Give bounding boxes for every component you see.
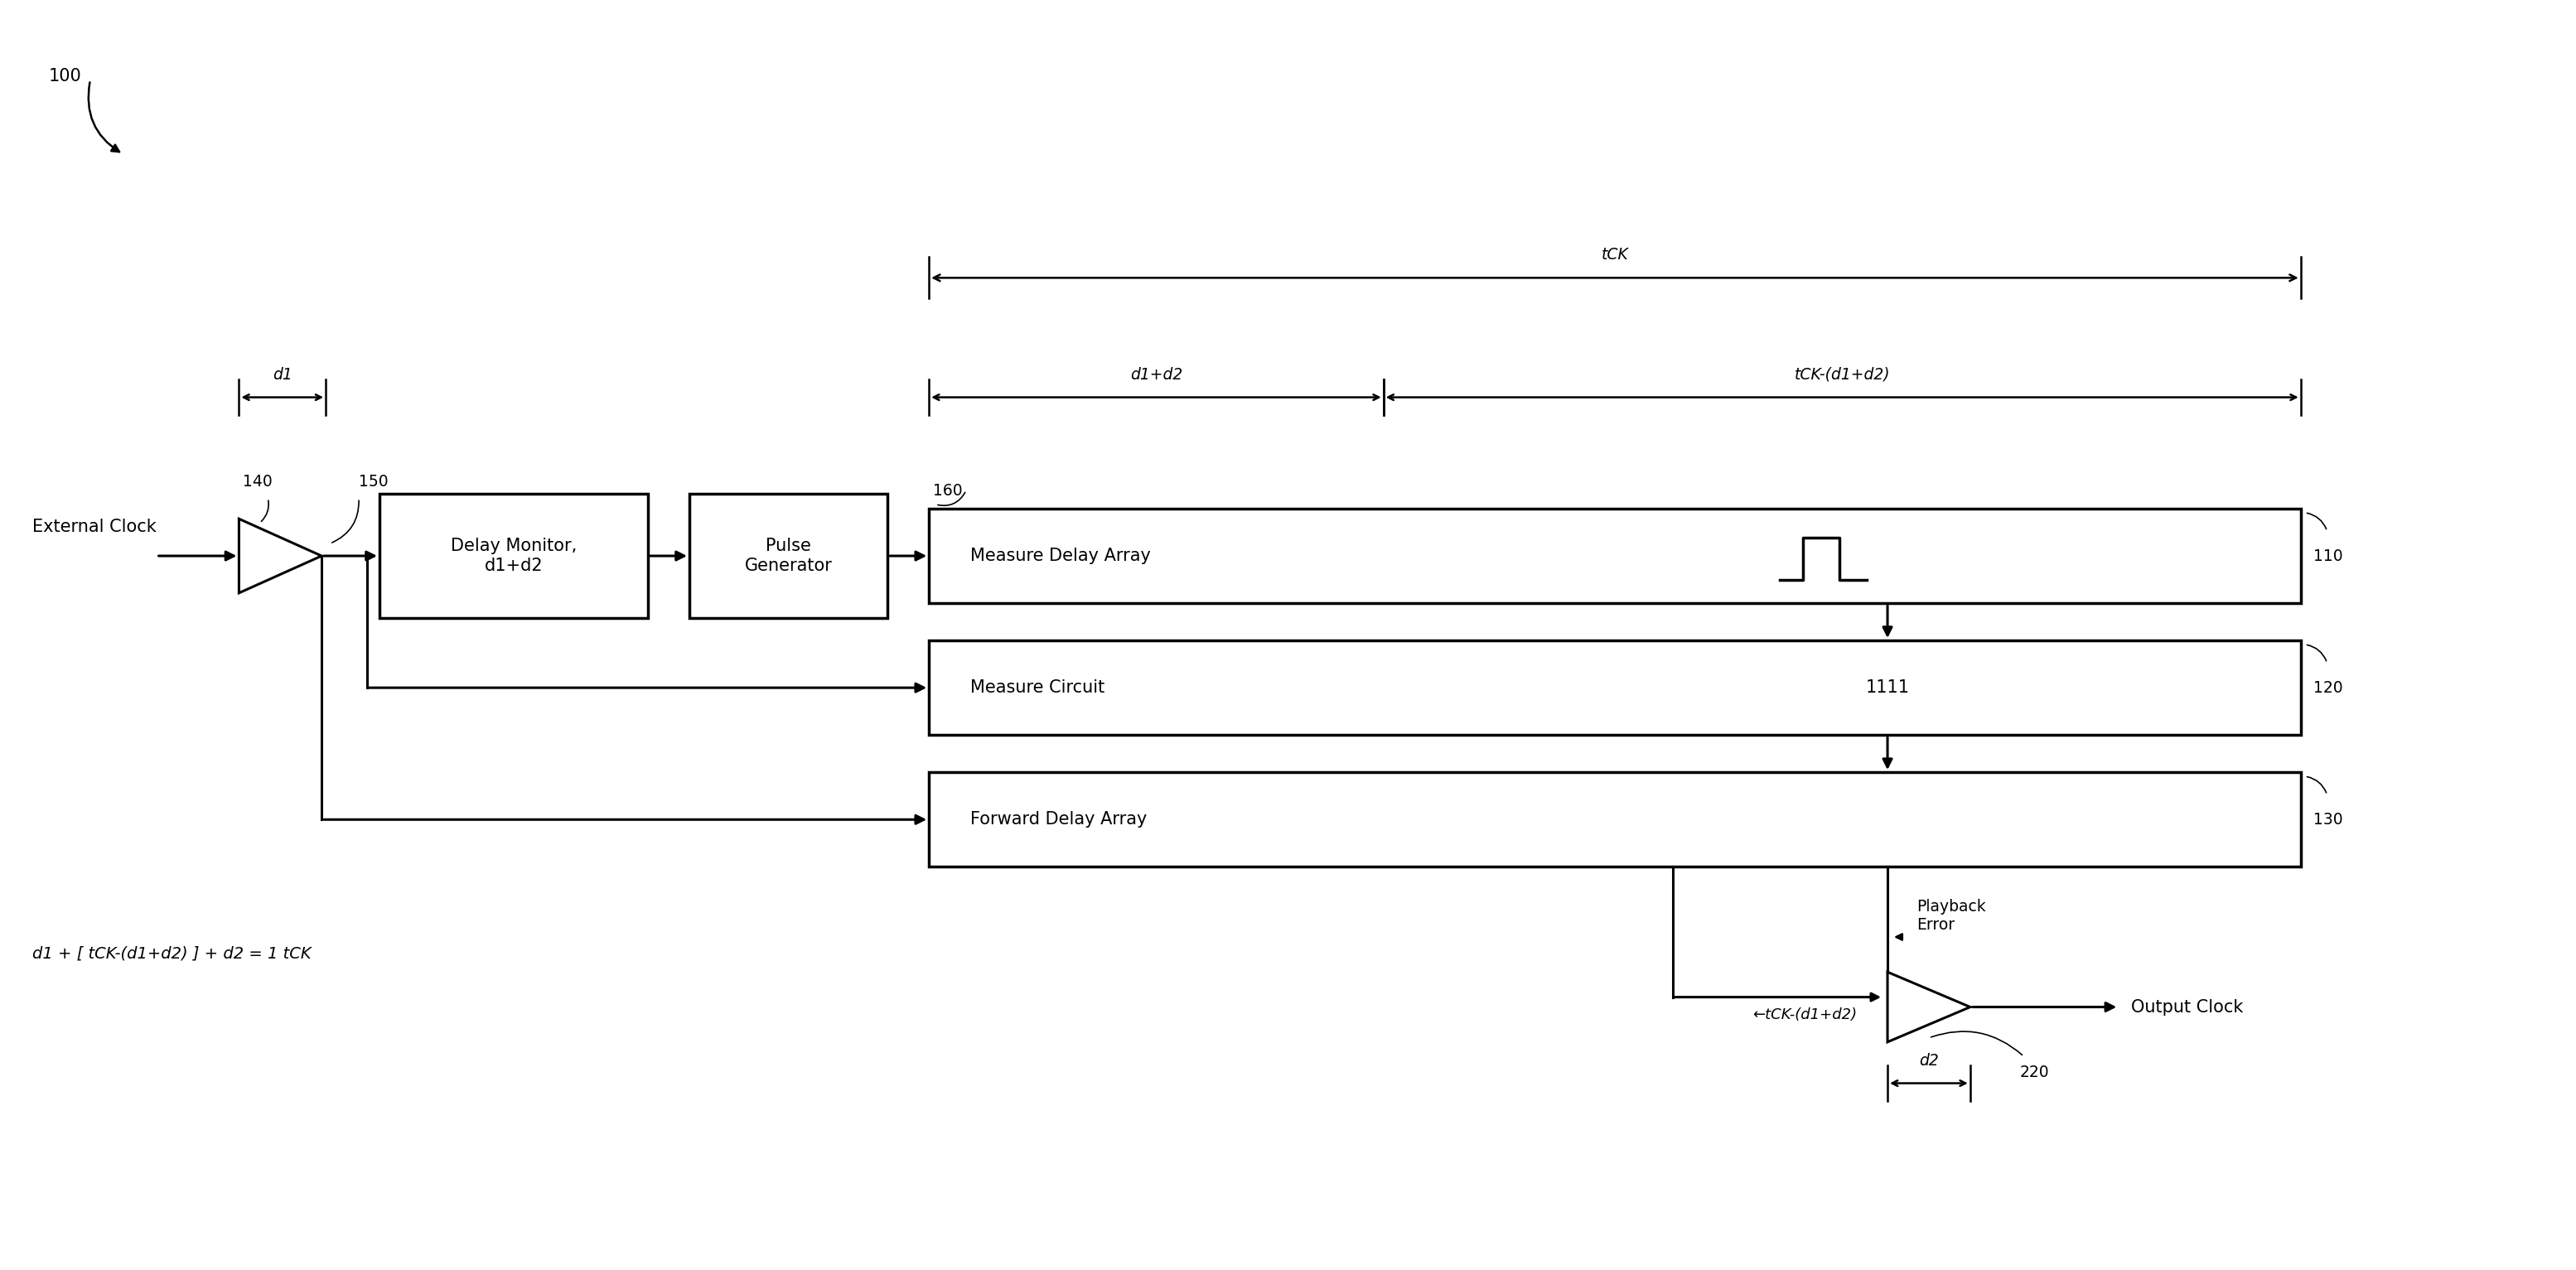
Text: tCK-(d1+d2): tCK-(d1+d2) <box>1793 367 1891 382</box>
Text: 150: 150 <box>358 474 389 490</box>
Text: 100: 100 <box>49 67 82 84</box>
Text: 1111: 1111 <box>1865 679 1909 696</box>
Bar <box>379 494 649 617</box>
Text: ←tCK-(d1+d2): ←tCK-(d1+d2) <box>1752 1007 1857 1022</box>
Text: Measure Circuit: Measure Circuit <box>971 679 1105 696</box>
Text: d1+d2: d1+d2 <box>1131 367 1182 382</box>
Text: 220: 220 <box>2020 1064 2050 1081</box>
Bar <box>930 640 2300 735</box>
Text: Pulse
Generator: Pulse Generator <box>744 538 832 574</box>
Text: Output Clock: Output Clock <box>2130 998 2244 1015</box>
Text: 160: 160 <box>933 483 963 499</box>
Text: d1: d1 <box>273 367 291 382</box>
Polygon shape <box>240 519 322 593</box>
Bar <box>930 772 2300 867</box>
Text: Measure Delay Array: Measure Delay Array <box>971 547 1151 564</box>
Text: tCK: tCK <box>1602 248 1628 263</box>
Bar <box>930 508 2300 603</box>
Text: 140: 140 <box>242 474 273 490</box>
Bar <box>690 494 889 617</box>
Text: External Clock: External Clock <box>33 518 157 536</box>
Text: 130: 130 <box>2313 812 2342 828</box>
Polygon shape <box>1888 972 1971 1041</box>
Text: Forward Delay Array: Forward Delay Array <box>971 812 1146 828</box>
Text: d1 + [ tCK-(d1+d2) ] + d2 = 1 tCK: d1 + [ tCK-(d1+d2) ] + d2 = 1 tCK <box>33 946 312 961</box>
Text: 120: 120 <box>2313 679 2342 696</box>
Text: 110: 110 <box>2313 549 2342 564</box>
Text: d2: d2 <box>1919 1053 1940 1068</box>
Text: Delay Monitor,
d1+d2: Delay Monitor, d1+d2 <box>451 538 577 574</box>
Text: Playback
Error: Playback Error <box>1917 899 1986 933</box>
